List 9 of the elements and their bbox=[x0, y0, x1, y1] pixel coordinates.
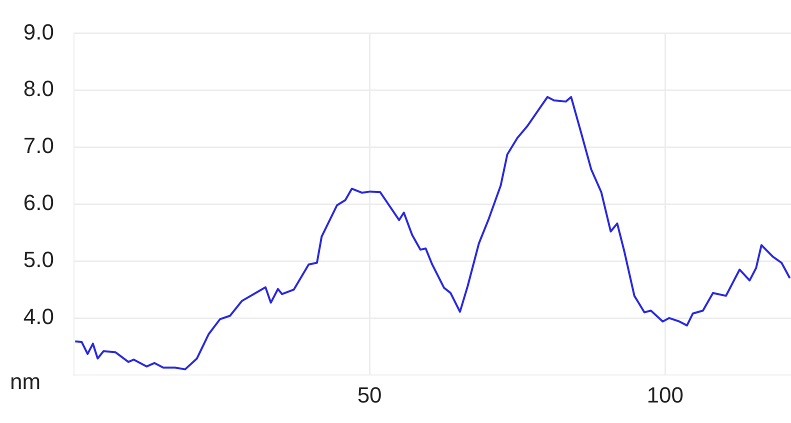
y-tick-label: 4.0 bbox=[23, 304, 54, 330]
y-tick-label: 5.0 bbox=[23, 247, 54, 272]
y-tick-label: 9.0 bbox=[23, 19, 54, 44]
y-axis-title: nm bbox=[10, 369, 41, 394]
y-tick-label: 7.0 bbox=[23, 133, 54, 158]
x-tick-label: 50 bbox=[357, 382, 382, 408]
y-tick-label: 8.0 bbox=[23, 76, 54, 102]
x-tick-label: 100 bbox=[646, 382, 684, 408]
y-tick-label: 6.0 bbox=[23, 190, 54, 216]
